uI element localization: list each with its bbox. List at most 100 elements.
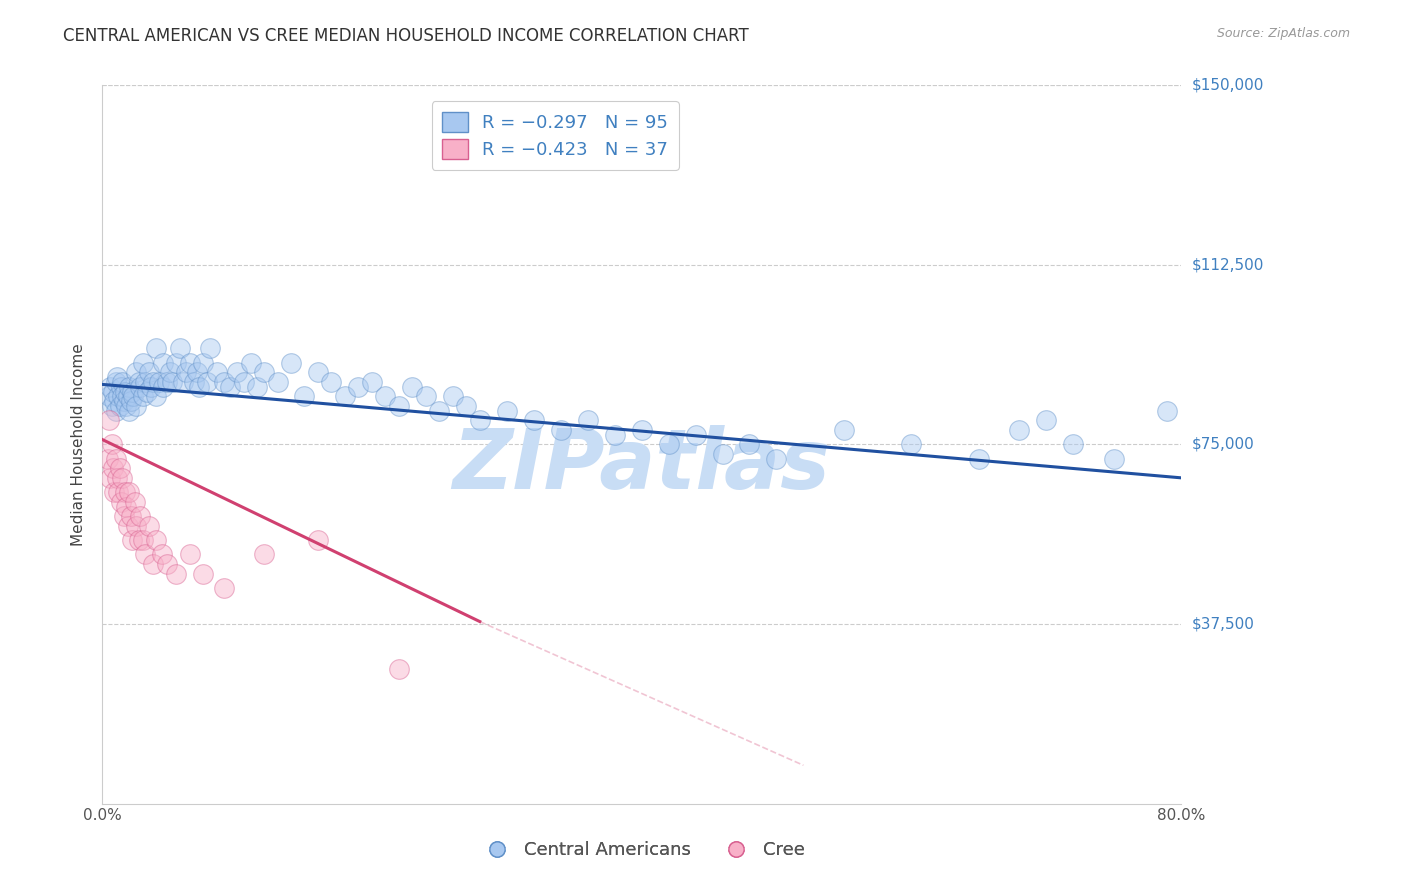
- Point: [120, 509, 142, 524]
- Point: [138, 366, 160, 380]
- Point: [98, 471, 121, 485]
- Point: [111, 375, 134, 389]
- Point: [105, 370, 128, 384]
- Point: [468, 413, 491, 427]
- Text: ZIPatlas: ZIPatlas: [453, 425, 831, 507]
- Point: [115, 399, 138, 413]
- Point: [294, 389, 316, 403]
- Point: [101, 461, 124, 475]
- Point: [135, 384, 157, 399]
- Point: [131, 389, 153, 403]
- Point: [232, 375, 254, 389]
- Point: [361, 375, 384, 389]
- Point: [401, 380, 423, 394]
- Point: [121, 384, 143, 399]
- Point: [321, 375, 343, 389]
- Point: [128, 375, 150, 389]
- Point: [105, 471, 128, 485]
- Point: [118, 485, 141, 500]
- Point: [603, 427, 626, 442]
- Point: [134, 375, 156, 389]
- Point: [307, 533, 329, 547]
- Point: [138, 518, 160, 533]
- Point: [131, 533, 153, 547]
- Point: [103, 485, 125, 500]
- Point: [156, 375, 179, 389]
- Point: [117, 389, 139, 403]
- Point: [711, 447, 734, 461]
- Point: [112, 509, 135, 524]
- Point: [246, 380, 269, 394]
- Point: [156, 557, 179, 571]
- Point: [239, 356, 262, 370]
- Point: [111, 471, 134, 485]
- Point: [630, 423, 652, 437]
- Point: [150, 548, 173, 562]
- Point: [197, 375, 219, 389]
- Point: [174, 366, 197, 380]
- Point: [110, 495, 132, 509]
- Text: $112,500: $112,500: [1192, 257, 1264, 272]
- Point: [523, 413, 546, 427]
- Point: [134, 548, 156, 562]
- Point: [114, 384, 136, 399]
- Point: [685, 427, 707, 442]
- Point: [142, 375, 165, 389]
- Point: [415, 389, 437, 403]
- Point: [107, 389, 129, 403]
- Point: [159, 366, 181, 380]
- Point: [121, 533, 143, 547]
- Point: [97, 451, 120, 466]
- Point: [179, 548, 201, 562]
- Point: [124, 495, 146, 509]
- Point: [112, 394, 135, 409]
- Point: [142, 557, 165, 571]
- Point: [125, 399, 148, 413]
- Point: [347, 380, 370, 394]
- Point: [333, 389, 356, 403]
- Point: [658, 437, 681, 451]
- Point: [172, 375, 194, 389]
- Point: [186, 366, 208, 380]
- Point: [832, 423, 855, 437]
- Point: [145, 342, 167, 356]
- Point: [152, 356, 174, 370]
- Point: [145, 533, 167, 547]
- Point: [165, 356, 187, 370]
- Point: [128, 533, 150, 547]
- Legend: Central Americans, Cree: Central Americans, Cree: [471, 834, 811, 866]
- Point: [280, 356, 302, 370]
- Point: [101, 384, 124, 399]
- Point: [107, 485, 129, 500]
- Point: [165, 566, 187, 581]
- Point: [205, 366, 228, 380]
- Point: [110, 380, 132, 394]
- Point: [125, 366, 148, 380]
- Point: [1008, 423, 1031, 437]
- Point: [388, 399, 411, 413]
- Point: [441, 389, 464, 403]
- Point: [576, 413, 599, 427]
- Point: [183, 375, 205, 389]
- Point: [118, 403, 141, 417]
- Point: [198, 342, 221, 356]
- Y-axis label: Median Household Income: Median Household Income: [72, 343, 86, 546]
- Point: [388, 663, 411, 677]
- Point: [169, 342, 191, 356]
- Point: [253, 366, 276, 380]
- Point: [162, 375, 184, 389]
- Text: $37,500: $37,500: [1192, 616, 1256, 632]
- Point: [118, 380, 141, 394]
- Point: [253, 548, 276, 562]
- Point: [148, 375, 170, 389]
- Point: [111, 389, 134, 403]
- Point: [104, 375, 127, 389]
- Point: [456, 399, 478, 413]
- Point: [108, 399, 131, 413]
- Point: [193, 566, 215, 581]
- Point: [967, 451, 990, 466]
- Point: [120, 394, 142, 409]
- Point: [129, 380, 152, 394]
- Point: [100, 399, 122, 413]
- Point: [115, 500, 138, 514]
